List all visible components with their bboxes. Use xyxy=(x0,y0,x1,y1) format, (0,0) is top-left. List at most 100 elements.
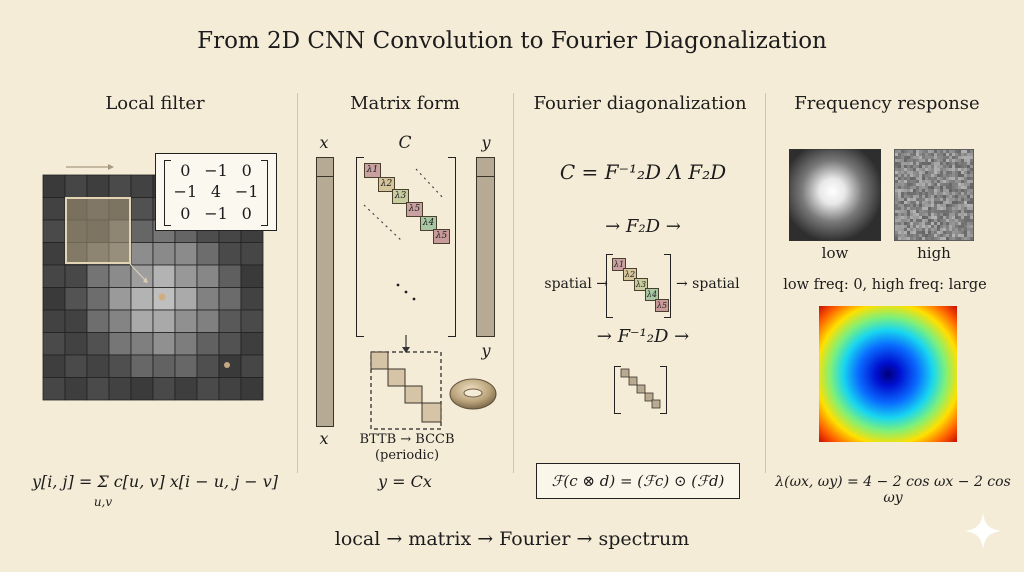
noise-cell xyxy=(928,216,931,219)
noise-cell xyxy=(955,222,958,225)
noise-cell xyxy=(943,168,946,171)
noise-cell xyxy=(940,216,943,219)
pixel-cell xyxy=(130,354,154,378)
sum-subscript: u,v xyxy=(93,495,113,509)
noise-cell xyxy=(940,186,943,189)
noise-cell xyxy=(913,195,916,198)
noise-cell xyxy=(949,189,952,192)
noise-cell xyxy=(901,171,904,174)
noise-cell xyxy=(958,210,961,213)
noise-cell xyxy=(940,222,943,225)
noise-cell xyxy=(943,177,946,180)
noise-cell xyxy=(904,195,907,198)
noise-cell xyxy=(955,153,958,156)
noise-cell xyxy=(967,168,970,171)
noise-cell xyxy=(934,165,937,168)
noise-cell xyxy=(961,219,964,222)
noise-cell xyxy=(964,165,967,168)
noise-cell xyxy=(919,237,922,240)
noise-cell xyxy=(907,234,910,237)
noise-cell xyxy=(928,237,931,240)
noise-cell xyxy=(937,231,940,234)
noise-cell xyxy=(913,231,916,234)
noise-cell xyxy=(970,234,973,237)
noise-cell xyxy=(964,156,967,159)
noise-cell xyxy=(970,216,973,219)
noise-cell xyxy=(955,189,958,192)
noise-cell xyxy=(895,237,898,240)
noise-cell xyxy=(955,174,958,177)
noise-cell xyxy=(940,195,943,198)
noise-cell xyxy=(946,168,949,171)
noise-cell xyxy=(898,150,901,153)
noise-cell xyxy=(934,180,937,183)
noise-cell xyxy=(904,225,907,228)
noise-cell xyxy=(961,171,964,174)
pixel-cell xyxy=(196,287,220,311)
noise-cell xyxy=(952,192,955,195)
noise-cell xyxy=(943,219,946,222)
forward-transform-step: → F₂D → xyxy=(605,216,681,237)
noise-cell xyxy=(940,165,943,168)
noise-cell xyxy=(895,192,898,195)
noise-cell xyxy=(919,180,922,183)
kernel-cell: 0 xyxy=(241,161,252,181)
noise-cell xyxy=(949,201,952,204)
noise-cell xyxy=(934,171,937,174)
pixel-cell xyxy=(64,287,88,311)
noise-cell xyxy=(949,162,952,165)
kernel-matrix: 0 −1 0 −1 4 −1 0 −1 0 xyxy=(155,153,277,231)
noise-cell xyxy=(898,210,901,213)
noise-cell xyxy=(949,216,952,219)
noise-cell xyxy=(955,216,958,219)
noise-cell xyxy=(940,198,943,201)
noise-cell xyxy=(943,183,946,186)
noise-cell xyxy=(901,195,904,198)
noise-cell xyxy=(970,177,973,180)
noise-cell xyxy=(955,168,958,171)
noise-cell xyxy=(907,195,910,198)
noise-cell xyxy=(949,180,952,183)
noise-cell xyxy=(955,198,958,201)
noise-cell xyxy=(967,237,970,240)
noise-cell xyxy=(946,216,949,219)
noise-cell xyxy=(934,162,937,165)
noise-cell xyxy=(961,228,964,231)
noise-cell xyxy=(913,186,916,189)
noise-cell xyxy=(961,216,964,219)
noise-cell xyxy=(922,231,925,234)
noise-cell xyxy=(967,228,970,231)
pixel-cell xyxy=(64,377,88,401)
pixel-cell xyxy=(240,242,264,266)
noise-cell xyxy=(928,156,931,159)
noise-cell xyxy=(922,192,925,195)
pixel-cell xyxy=(152,264,176,288)
pixel-cell xyxy=(130,309,154,333)
noise-cell xyxy=(937,234,940,237)
noise-cell xyxy=(898,189,901,192)
pixel-cell xyxy=(108,354,132,378)
noise-cell xyxy=(964,210,967,213)
pixel-cell xyxy=(174,242,198,266)
noise-cell xyxy=(961,174,964,177)
noise-cell xyxy=(940,204,943,207)
noise-cell xyxy=(934,210,937,213)
noise-cell xyxy=(970,207,973,210)
noise-cell xyxy=(940,156,943,159)
noise-cell xyxy=(967,171,970,174)
noise-cell xyxy=(901,192,904,195)
noise-cell xyxy=(955,207,958,210)
pixel-cell xyxy=(108,264,132,288)
pixel-cell xyxy=(174,377,198,401)
noise-cell xyxy=(910,207,913,210)
noise-cell xyxy=(964,192,967,195)
noise-cell xyxy=(916,228,919,231)
noise-cell xyxy=(940,150,943,153)
kernel-cell: −1 xyxy=(173,182,198,202)
noise-cell xyxy=(967,186,970,189)
noise-cell xyxy=(907,204,910,207)
noise-cell xyxy=(949,165,952,168)
noise-cell xyxy=(943,153,946,156)
pixel-cell xyxy=(174,332,198,356)
noise-cell xyxy=(943,231,946,234)
